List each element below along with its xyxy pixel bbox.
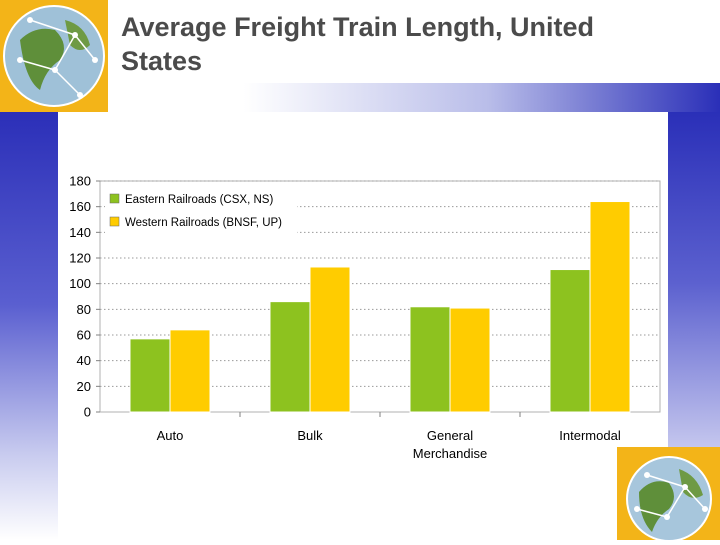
bar-western <box>169 329 211 413</box>
bar-eastern <box>409 306 451 413</box>
legend-box <box>105 190 297 236</box>
globe-logo <box>0 0 108 112</box>
y-tick-label: 140 <box>69 225 91 240</box>
bar-western <box>589 201 631 413</box>
bar-eastern <box>549 269 591 413</box>
x-axis-labels: Auto Bulk General Merchandise Intermodal <box>157 412 621 461</box>
y-tick-label: 120 <box>69 251 91 266</box>
globe-logo-corner <box>617 447 720 542</box>
y-tick-label: 20 <box>77 379 91 394</box>
bars <box>129 201 631 413</box>
title-underline-band <box>58 83 720 112</box>
legend-swatch <box>109 216 120 227</box>
bar-eastern <box>269 301 311 413</box>
x-tick-label: Bulk <box>297 428 323 443</box>
globe-icon <box>3 5 105 107</box>
bar-western <box>449 307 491 413</box>
legend-label: Western Railroads (BNSF, UP) <box>125 217 282 229</box>
legend-label: Eastern Railroads (CSX, NS) <box>125 194 273 206</box>
x-tick-label: Auto <box>157 428 184 443</box>
y-tick-label: 80 <box>77 302 91 317</box>
bar-western <box>309 266 351 413</box>
left-decorative-bar <box>0 112 58 540</box>
x-tick-label: General <box>427 428 473 443</box>
y-tick-label: 40 <box>77 353 91 368</box>
y-axis-ticks: 0 20 40 60 80 100 120 140 160 180 <box>69 174 100 420</box>
globe-icon <box>626 456 712 542</box>
x-tick-label: Intermodal <box>559 428 621 443</box>
y-tick-label: 100 <box>69 276 91 291</box>
page-title: Average Freight Train Length, United Sta… <box>121 12 595 76</box>
y-tick-label: 160 <box>69 199 91 214</box>
y-tick-label: 180 <box>69 174 91 189</box>
legend: Eastern Railroads (CSX, NS) Western Railr… <box>105 190 297 236</box>
y-tick-label: 0 <box>84 405 91 420</box>
legend-swatch <box>109 193 120 204</box>
bar-eastern <box>129 338 171 413</box>
x-tick-label: Merchandise <box>413 446 487 461</box>
y-tick-label: 60 <box>77 328 91 343</box>
